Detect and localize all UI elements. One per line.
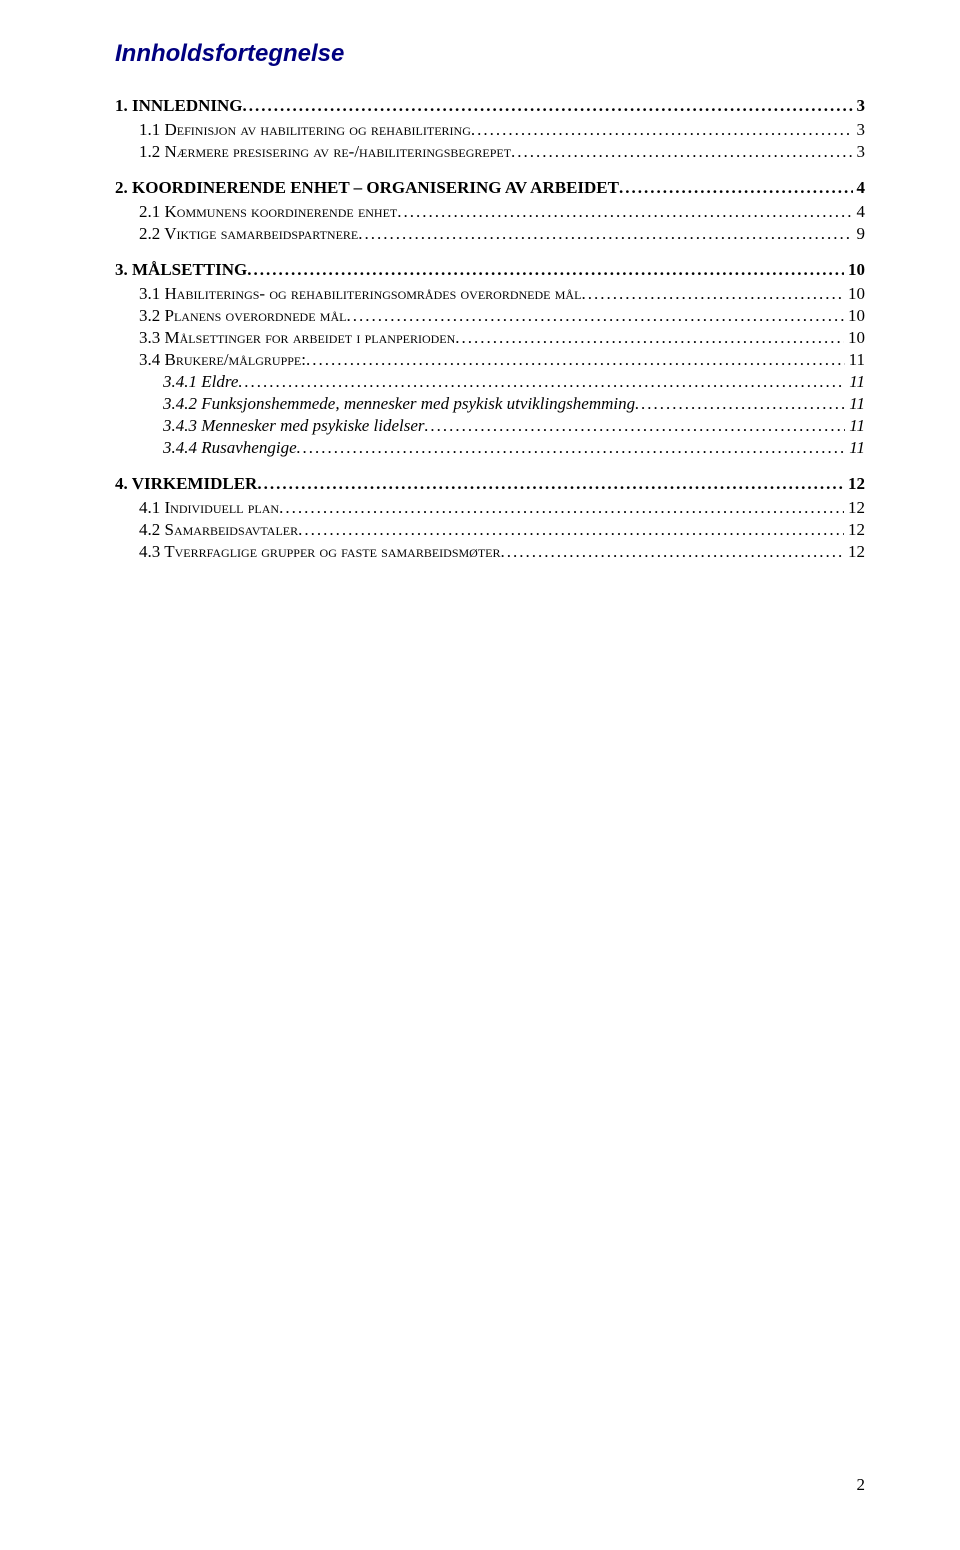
toc-entry: 3. MÅLSETTING 10 [115,260,865,280]
toc-entry: 3.4.3 Mennesker med psykiske lidelser 11 [115,416,865,436]
toc-entry-page: 12 [844,474,865,494]
toc-entry-page: 11 [845,350,865,370]
toc-entry: 4.1 Individuell plan 12 [115,498,865,518]
toc-entry: 3.4 Brukere/målgruppe: 11 [115,350,865,370]
toc-leader-dots [238,372,845,392]
toc-entry-label: 2.1 Kommunens koordinerende enhet [139,202,397,222]
toc-entry-label: 4. VIRKEMIDLER [115,474,257,494]
toc-entry-label: 2. KOORDINERENDE ENHET – ORGANISERING AV… [115,178,619,198]
toc-entry: 3.2 Planens overordnede mål 10 [115,306,865,326]
toc-entry: 1.1 Definisjon av habilitering og rehabi… [115,120,865,140]
toc-entry-label: 2.2 Viktige samarbeidspartnere [139,224,358,244]
toc-entry-page: 11 [845,394,865,414]
toc-leader-dots [581,284,844,304]
toc-entry: 2.1 Kommunens koordinerende enhet 4 [115,202,865,222]
toc-entry-label: 3. MÅLSETTING [115,260,247,280]
toc-entry-page: 4 [853,202,866,222]
toc-entry: 3.1 Habiliterings- og rehabiliteringsomr… [115,284,865,304]
toc-entry: 4. VIRKEMIDLER 12 [115,474,865,494]
toc-leader-dots [346,306,844,326]
toc-entry: 2.2 Viktige samarbeidspartnere 9 [115,224,865,244]
toc-title: Innholdsfortegnelse [115,40,865,68]
toc-leader-dots [279,498,844,518]
toc-entry-page: 4 [853,178,866,198]
toc-entry-label: 1. INNLEDNING [115,96,243,116]
toc-entry: 3.4.1 Eldre 11 [115,372,865,392]
toc-leader-dots [511,142,852,162]
toc-leader-dots [635,394,845,414]
toc-entry-page: 10 [844,328,865,348]
toc-leader-dots [471,120,853,140]
toc-entry-label: 1.1 Definisjon av habilitering og rehabi… [139,120,471,140]
toc-entry-label: 1.2 Nærmere presisering av re-/habiliter… [139,142,511,162]
toc-entry-page: 3 [853,142,866,162]
toc-entry: 4.3 Tverrfaglige grupper og faste samarb… [115,542,865,562]
toc-entry-label: 3.1 Habiliterings- og rehabiliteringsomr… [139,284,581,304]
toc-entry-label: 3.2 Planens overordnede mål [139,306,346,326]
toc-leader-dots [501,542,844,562]
toc-entry-label: 3.4.3 Mennesker med psykiske lidelser [163,416,425,436]
toc-leader-dots [397,202,852,222]
toc-leader-dots [358,224,852,244]
toc-entry-label: 3.4.4 Rusavhengige [163,438,297,458]
toc-leader-dots [298,520,844,540]
toc-list: 1. INNLEDNING 3 1.1 Definisjon av habilite… [115,96,865,562]
toc-entry-label: 3.4.1 Eldre [163,372,238,392]
toc-entry: 2. KOORDINERENDE ENHET – ORGANISERING AV… [115,178,865,198]
toc-leader-dots [306,350,845,370]
page-number: 2 [857,1475,866,1495]
toc-entry-label: 3.3 Målsettinger for arbeidet i planperi… [139,328,455,348]
toc-entry-label: 4.3 Tverrfaglige grupper og faste samarb… [139,542,501,562]
toc-entry: 1.2 Nærmere presisering av re-/habiliter… [115,142,865,162]
toc-leader-dots [247,260,844,280]
toc-entry-label: 4.2 Samarbeidsavtaler [139,520,298,540]
toc-entry: 3.3 Målsettinger for arbeidet i planperi… [115,328,865,348]
toc-entry-page: 10 [844,284,865,304]
toc-leader-dots [243,96,853,116]
page: Innholdsfortegnelse 1. INNLEDNING 3 1.1 De… [0,0,960,1550]
toc-entry-page: 11 [845,372,865,392]
toc-entry: 3.4.2 Funksjonshemmede, mennesker med ps… [115,394,865,414]
toc-entry-page: 3 [853,120,866,140]
toc-entry: 3.4.4 Rusavhengige 11 [115,438,865,458]
toc-leader-dots [455,328,844,348]
toc-entry-page: 12 [844,520,865,540]
toc-entry-page: 12 [844,498,865,518]
toc-leader-dots [425,416,846,436]
toc-leader-dots [619,178,853,198]
toc-entry-page: 11 [845,438,865,458]
toc-entry: 4.2 Samarbeidsavtaler 12 [115,520,865,540]
toc-entry: 1. INNLEDNING 3 [115,96,865,116]
toc-leader-dots [297,438,846,458]
toc-leader-dots [257,474,844,494]
toc-entry-page: 11 [845,416,865,436]
toc-entry-label: 3.4 Brukere/målgruppe: [139,350,306,370]
toc-entry-label: 3.4.2 Funksjonshemmede, mennesker med ps… [163,394,635,414]
toc-entry-page: 10 [844,306,865,326]
toc-entry-page: 12 [844,542,865,562]
toc-entry-page: 10 [844,260,865,280]
toc-entry-page: 9 [853,224,866,244]
toc-entry-label: 4.1 Individuell plan [139,498,279,518]
toc-entry-page: 3 [853,96,866,116]
